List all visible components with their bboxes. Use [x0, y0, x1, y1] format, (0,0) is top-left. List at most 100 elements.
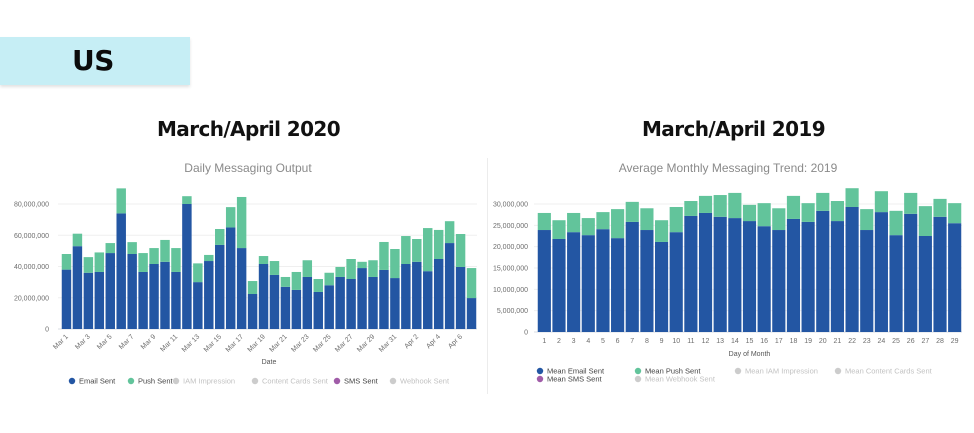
bar-email-10	[669, 232, 683, 332]
y-tick-label: 15,000,000	[493, 266, 528, 273]
bar-email-mar-3	[83, 272, 94, 329]
bar-push-mar-23	[302, 260, 313, 277]
bar-push-17	[772, 208, 786, 231]
bar-email-13	[713, 216, 727, 332]
x-tick-label: 12	[702, 338, 710, 345]
x-tick-label: 13	[716, 338, 724, 345]
legend-dot-icon	[389, 377, 397, 385]
y-tick-label: 10,000,000	[493, 287, 528, 294]
bar-push-apr-5	[444, 221, 455, 244]
bar-email-9	[654, 241, 669, 332]
y-tick-label: 0	[45, 327, 49, 334]
legend-item[interactable]: Mean Push Sent	[634, 367, 702, 376]
legend-item[interactable]: Mean IAM Impression	[734, 367, 818, 376]
bar-push-mar-20	[269, 261, 280, 275]
y-tick-label: 80,000,000	[14, 202, 49, 209]
x-tick-label: 14	[731, 338, 739, 345]
bar-push-14	[728, 192, 742, 219]
legend-label: Mean Content Cards Sent	[845, 367, 933, 376]
bar-email-15	[742, 221, 757, 332]
bar-email-mar-26	[335, 276, 345, 329]
bar-email-27	[918, 236, 932, 332]
bar-email-mar-23	[302, 276, 313, 329]
legend-label: Mean SMS Sent	[547, 375, 603, 384]
legend-item[interactable]: Content Cards Sent	[251, 377, 329, 386]
bar-push-20	[816, 192, 830, 211]
bar-push-mar-5	[105, 243, 115, 254]
bar-email-5	[596, 229, 610, 332]
legend-dot-icon	[333, 377, 341, 385]
bar-email-14	[728, 218, 742, 332]
x-tick-label: 5	[601, 338, 605, 345]
legend-item[interactable]: Mean SMS Sent	[536, 375, 603, 384]
bar-push-mar-14	[204, 254, 214, 262]
bar-push-mar-15	[215, 229, 225, 245]
bar-email-26	[904, 213, 918, 332]
bar-email-apr-3	[423, 271, 433, 329]
chart-title: Average Monthly Messaging Trend: 2019	[619, 161, 838, 175]
bar-email-mar-18	[247, 294, 258, 329]
bar-push-24	[874, 191, 888, 213]
legend-item[interactable]: SMS Sent	[333, 377, 379, 386]
bar-push-25	[889, 210, 903, 236]
bar-push-mar-6	[116, 188, 126, 214]
x-axis-label: Date	[262, 359, 277, 366]
bar-email-25	[889, 235, 903, 332]
legend-item[interactable]: Mean Email Sent	[536, 367, 605, 376]
x-tick-label: 8	[645, 338, 649, 345]
x-tick-label: 29	[951, 338, 959, 345]
bar-push-mar-10	[160, 239, 170, 262]
legend-dot-icon	[172, 377, 180, 385]
legend-dot-icon	[536, 367, 544, 375]
x-tick-label: 21	[834, 338, 842, 345]
legend-dot-icon	[634, 367, 642, 375]
legend-label: Email Sent	[79, 377, 116, 386]
bar-email-28	[933, 216, 947, 332]
x-tick-label: 18	[790, 338, 798, 345]
x-tick-label: 24	[877, 338, 885, 345]
bar-email-4	[581, 235, 595, 332]
bar-email-mar-25	[324, 285, 334, 329]
bar-push-mar-29	[368, 260, 378, 277]
bar-email-17	[772, 230, 786, 332]
bar-push-mar-17	[236, 196, 247, 249]
bar-push-apr-4	[433, 229, 444, 259]
bar-email-mar-17	[236, 248, 247, 329]
legend-label: Webhook Sent	[400, 377, 450, 386]
legend-item[interactable]: IAM Impression	[172, 377, 235, 386]
legend-item[interactable]: Webhook Sent	[389, 377, 450, 386]
legend-label: Mean Email Sent	[547, 367, 605, 376]
x-tick-label: 3	[572, 338, 576, 345]
bar-push-mar-24	[313, 279, 323, 292]
bar-email-mar-14	[204, 261, 214, 329]
region-banner: US	[0, 37, 190, 85]
bar-email-mar-2	[72, 246, 83, 329]
x-tick-label: 19	[804, 338, 812, 345]
bar-push-12	[698, 195, 713, 213]
bar-email-mar-15	[215, 244, 225, 329]
bar-email-mar-16	[225, 227, 236, 329]
bar-push-mar-26	[335, 266, 345, 277]
bar-email-apr-2	[412, 261, 422, 329]
y-tick-label: 30,000,000	[493, 202, 528, 209]
bar-push-26	[904, 192, 918, 214]
bar-email-29	[948, 223, 962, 332]
bar-email-mar-22	[291, 289, 302, 329]
x-tick-label: 2	[557, 338, 561, 345]
bar-email-3	[567, 232, 581, 332]
bar-email-mar-30	[379, 269, 389, 329]
bar-push-mar-9	[149, 248, 159, 264]
legend-item[interactable]: Mean Webhook Sent	[634, 375, 716, 384]
bar-push-mar-21	[280, 276, 291, 287]
legend-dot-icon	[536, 375, 544, 383]
bar-email-mar-11	[171, 271, 181, 329]
legend-dot-icon	[734, 367, 742, 375]
bar-push-15	[742, 204, 757, 222]
legend-item[interactable]: Email Sent	[68, 377, 116, 386]
legend-label: SMS Sent	[344, 377, 379, 386]
legend-item[interactable]: Mean Content Cards Sent	[834, 367, 933, 376]
bar-email-19	[801, 221, 815, 332]
bar-email-mar-24	[313, 291, 323, 329]
legend-item[interactable]: Push Sent	[127, 377, 174, 386]
